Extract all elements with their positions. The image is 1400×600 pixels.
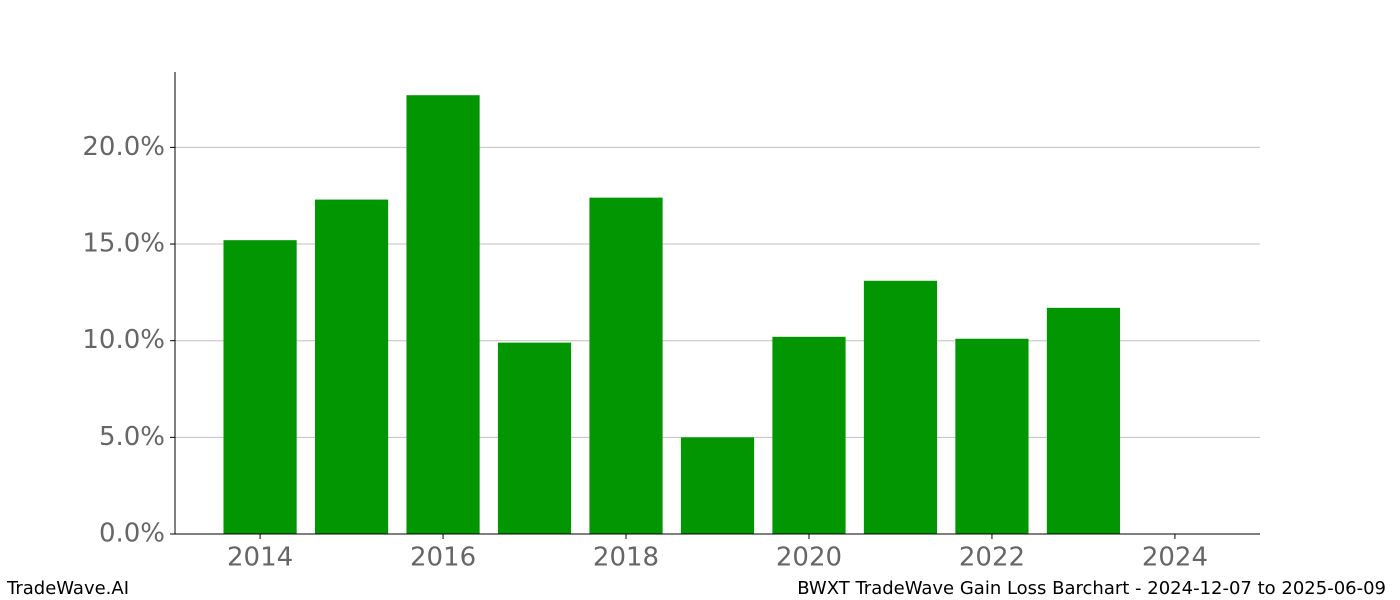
y-tick-label: 0.0%	[99, 519, 165, 549]
footer-left: TradeWave.AI	[6, 578, 129, 599]
y-tick-label: 20.0%	[82, 132, 165, 162]
y-tick-label: 15.0%	[82, 229, 165, 259]
bar	[1046, 307, 1121, 534]
bar	[680, 437, 755, 534]
x-tick-label: 2016	[410, 543, 476, 573]
bar	[406, 95, 480, 534]
y-tick-label: 10.0%	[82, 325, 165, 355]
footer-right: BWXT TradeWave Gain Loss Barchart - 2024…	[797, 578, 1386, 599]
y-tick-label: 5.0%	[99, 422, 165, 452]
bar	[497, 342, 572, 534]
x-tick-label: 2024	[1142, 543, 1208, 573]
x-tick-label: 2018	[593, 543, 659, 573]
x-tick-label: 2022	[959, 543, 1025, 573]
x-tick-label: 2014	[227, 543, 293, 573]
bar	[955, 338, 1029, 534]
bar	[589, 197, 663, 534]
x-tick-label: 2020	[776, 543, 842, 573]
bar	[314, 199, 389, 534]
bar	[223, 240, 297, 535]
bar	[863, 280, 938, 534]
bar	[772, 336, 846, 534]
